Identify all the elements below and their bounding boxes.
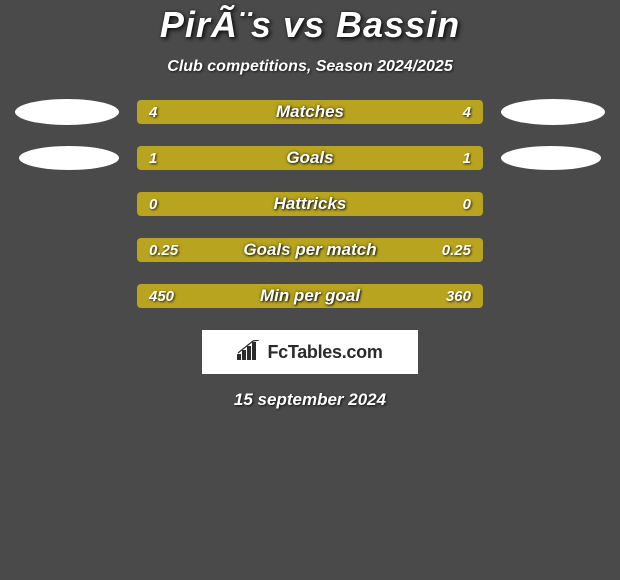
ellipse-slot-left (15, 237, 119, 263)
ellipse-left (19, 146, 119, 170)
comparison-card: PirÃ¨s vs Bassin Club competitions, Seas… (0, 0, 620, 410)
stat-label: Goals (286, 148, 333, 168)
stat-value-left: 1 (149, 150, 157, 167)
ellipse-slot-right (501, 237, 605, 263)
stat-bar: 0.25 0.25 Goals per match (137, 238, 483, 262)
brand-chart-icon (237, 340, 261, 365)
ellipse-slot-right (501, 283, 605, 309)
stat-label: Goals per match (243, 240, 376, 260)
stat-value-right: 4 (463, 104, 471, 121)
ellipse-slot-right (501, 99, 605, 125)
stats-list: 4 4 Matches 1 1 Goals 0 0 Hattricks 0.25 0.25 Goals… (0, 100, 620, 308)
stat-bar: 1 1 Goals (137, 146, 483, 170)
stat-value-right: 360 (446, 288, 471, 305)
stat-value-right: 1 (463, 150, 471, 167)
stat-value-right: 0.25 (442, 242, 471, 259)
ellipse-slot-right (501, 191, 605, 217)
stat-value-left: 0 (149, 196, 157, 213)
stat-value-right: 0 (463, 196, 471, 213)
stat-value-left: 450 (149, 288, 174, 305)
stat-bar: 4 4 Matches (137, 100, 483, 124)
ellipse-right (501, 146, 601, 170)
ellipse-left (15, 99, 119, 125)
ellipse-right (501, 99, 605, 125)
ellipse-slot-left (15, 99, 119, 125)
stat-row: 1 1 Goals (0, 146, 620, 170)
ellipse-slot-left (15, 145, 119, 171)
stat-bar-left: 1 (137, 146, 310, 170)
stat-bar-right: 1 (310, 146, 483, 170)
stat-row: 0 0 Hattricks (0, 192, 620, 216)
stat-row: 450 360 Min per goal (0, 284, 620, 308)
stat-label: Matches (276, 102, 344, 122)
stat-label: Hattricks (274, 194, 347, 214)
page-title: PirÃ¨s vs Bassin (0, 4, 620, 46)
generated-date: 15 september 2024 (0, 390, 620, 410)
stat-value-left: 4 (149, 104, 157, 121)
brand-text: FcTables.com (267, 342, 382, 363)
subtitle: Club competitions, Season 2024/2025 (0, 58, 620, 76)
stat-row: 0.25 0.25 Goals per match (0, 238, 620, 262)
stat-bar: 450 360 Min per goal (137, 284, 483, 308)
ellipse-slot-left (15, 191, 119, 217)
stat-value-left: 0.25 (149, 242, 178, 259)
ellipse-slot-right (501, 145, 605, 171)
ellipse-slot-left (15, 283, 119, 309)
brand-box: FcTables.com (202, 330, 418, 374)
stat-label: Min per goal (260, 286, 360, 306)
stat-bar: 0 0 Hattricks (137, 192, 483, 216)
stat-row: 4 4 Matches (0, 100, 620, 124)
